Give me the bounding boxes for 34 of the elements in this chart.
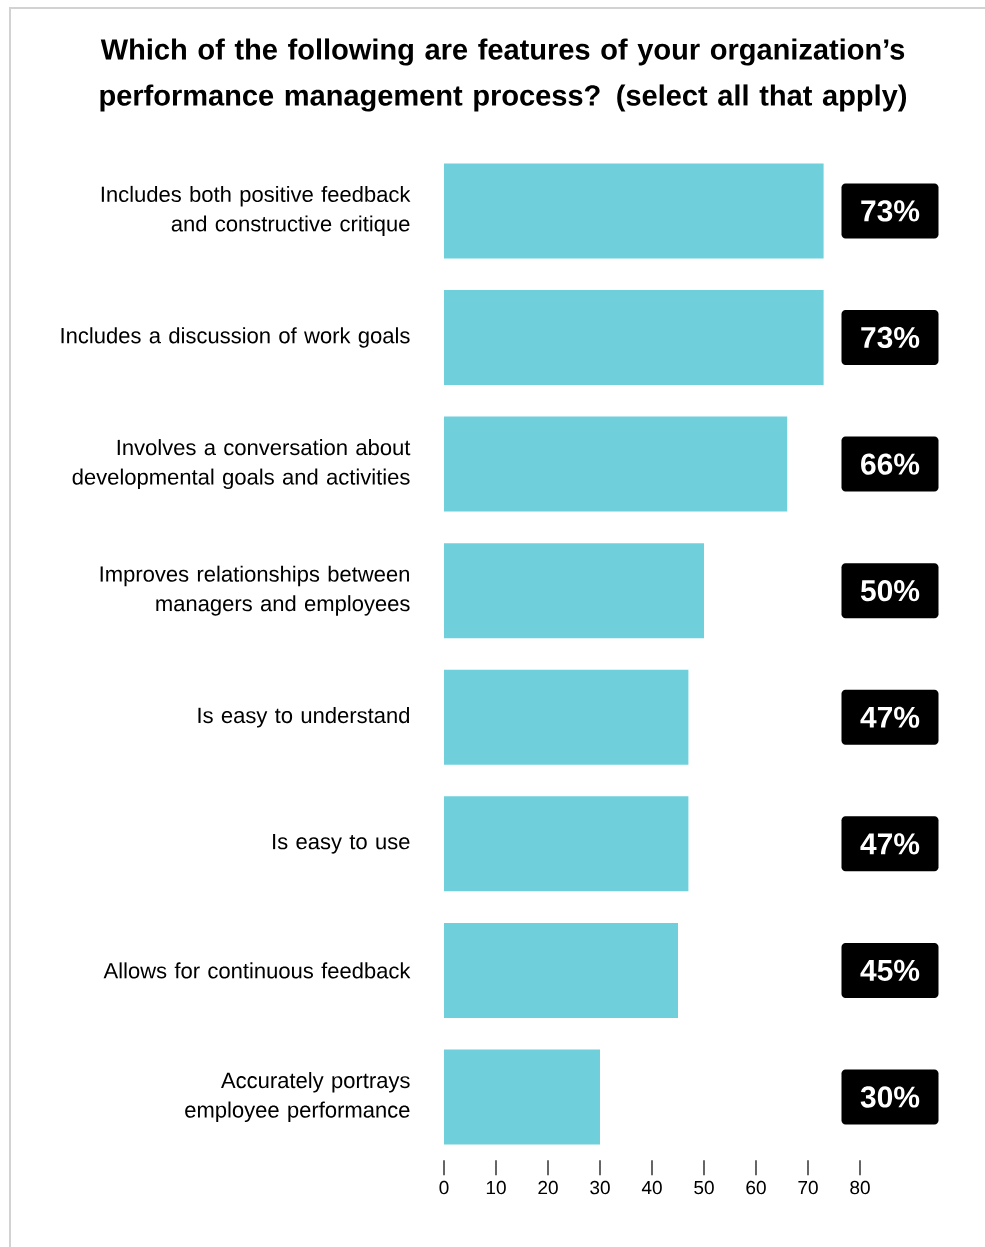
data-label: 73% xyxy=(861,326,920,349)
data-label: 73% xyxy=(861,200,920,222)
bar xyxy=(444,543,704,639)
data-label: 30% xyxy=(860,1086,920,1108)
y-tick-label: Accurately portrays employee performance xyxy=(185,1072,410,1123)
chart-title: Which of the following are features of your organization’s performance management process? (select all that apply) xyxy=(100,38,907,112)
y-tick-label: Includes both positive feedback and constructive critique xyxy=(101,185,411,236)
data-label: 66% xyxy=(861,453,920,475)
x-tick-label: 40 xyxy=(641,1180,662,1195)
y-tick-label: Involves a conversation about developmental goals and activities xyxy=(72,439,411,490)
x-tick-label: 30 xyxy=(590,1180,610,1195)
bar xyxy=(444,416,788,512)
y-tick-label: Is easy to use xyxy=(273,833,410,854)
x-tick-label: 60 xyxy=(746,1180,766,1195)
x-tick-label: 50 xyxy=(694,1180,714,1195)
data-label: 45% xyxy=(860,959,920,982)
y-tick-label: Allows for continuous feedback xyxy=(103,962,411,979)
x-tick-label: 10 xyxy=(486,1180,506,1195)
data-label: 50% xyxy=(860,580,920,602)
bar xyxy=(444,796,689,892)
y-tick-label: Improves relationships between managers and employees xyxy=(100,565,410,616)
data-label: 47% xyxy=(860,833,920,855)
bar xyxy=(444,289,824,385)
bar xyxy=(444,922,678,1018)
bar xyxy=(444,669,689,765)
x-tick-label: 20 xyxy=(538,1180,558,1195)
x-tick-label: 70 xyxy=(798,1180,818,1195)
x-tick-label: 0 xyxy=(439,1180,449,1195)
data-label: 47% xyxy=(860,706,920,728)
bar xyxy=(444,163,824,259)
bar xyxy=(444,1049,600,1145)
x-tick-label: 80 xyxy=(850,1180,870,1195)
y-tick-label: Includes a discussion of work goals xyxy=(61,327,410,348)
y-tick-label: Is easy to understand xyxy=(198,706,410,728)
